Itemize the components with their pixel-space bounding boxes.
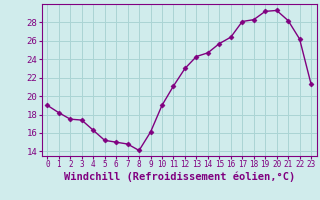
X-axis label: Windchill (Refroidissement éolien,°C): Windchill (Refroidissement éolien,°C) (64, 172, 295, 182)
